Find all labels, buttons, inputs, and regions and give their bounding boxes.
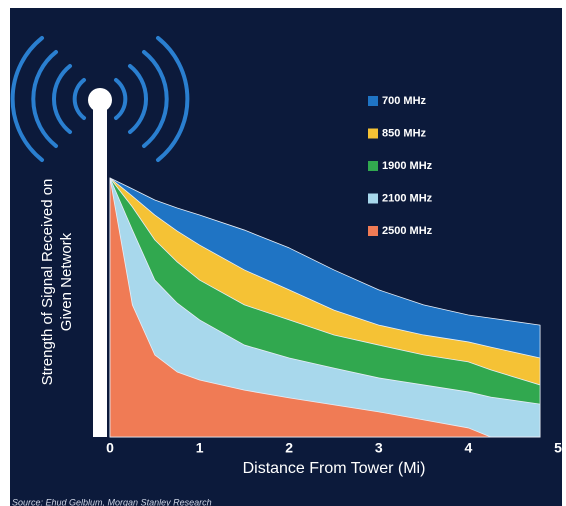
legend-label: 700 MHz xyxy=(382,95,427,107)
legend-swatch xyxy=(368,161,378,171)
x-axis-label: Distance From Tower (Mi) xyxy=(243,460,426,477)
x-tick-label: 1 xyxy=(196,440,204,456)
legend-swatch xyxy=(368,96,378,106)
legend-swatch xyxy=(368,194,378,204)
legend-label: 2100 MHz xyxy=(382,192,433,204)
x-tick-label: 0 xyxy=(106,440,114,456)
source: Source: Ehud Gelblum, Morgan Stanley Res… xyxy=(12,497,212,506)
chart: Strength of Signal Received on Given Net… xyxy=(0,0,566,506)
x-tick-label: 3 xyxy=(375,440,383,456)
y-axis-label: Strength of Signal Received on xyxy=(39,179,56,386)
page: {"chart_data": {"type": "area", "y_label… xyxy=(0,0,566,506)
x-tick-label: 2 xyxy=(285,440,293,456)
legend-swatch xyxy=(368,129,378,139)
legend-swatch xyxy=(368,226,378,236)
legend-label: 1900 MHz xyxy=(382,160,433,172)
tower-top xyxy=(88,88,112,112)
x-tick-label: 4 xyxy=(465,440,473,456)
tower xyxy=(93,100,107,437)
x-tick-label: 5 xyxy=(554,440,562,456)
y-axis-label: Given Network xyxy=(58,232,75,331)
legend-label: 2500 MHz xyxy=(382,225,433,237)
legend-label: 850 MHz xyxy=(382,127,427,139)
